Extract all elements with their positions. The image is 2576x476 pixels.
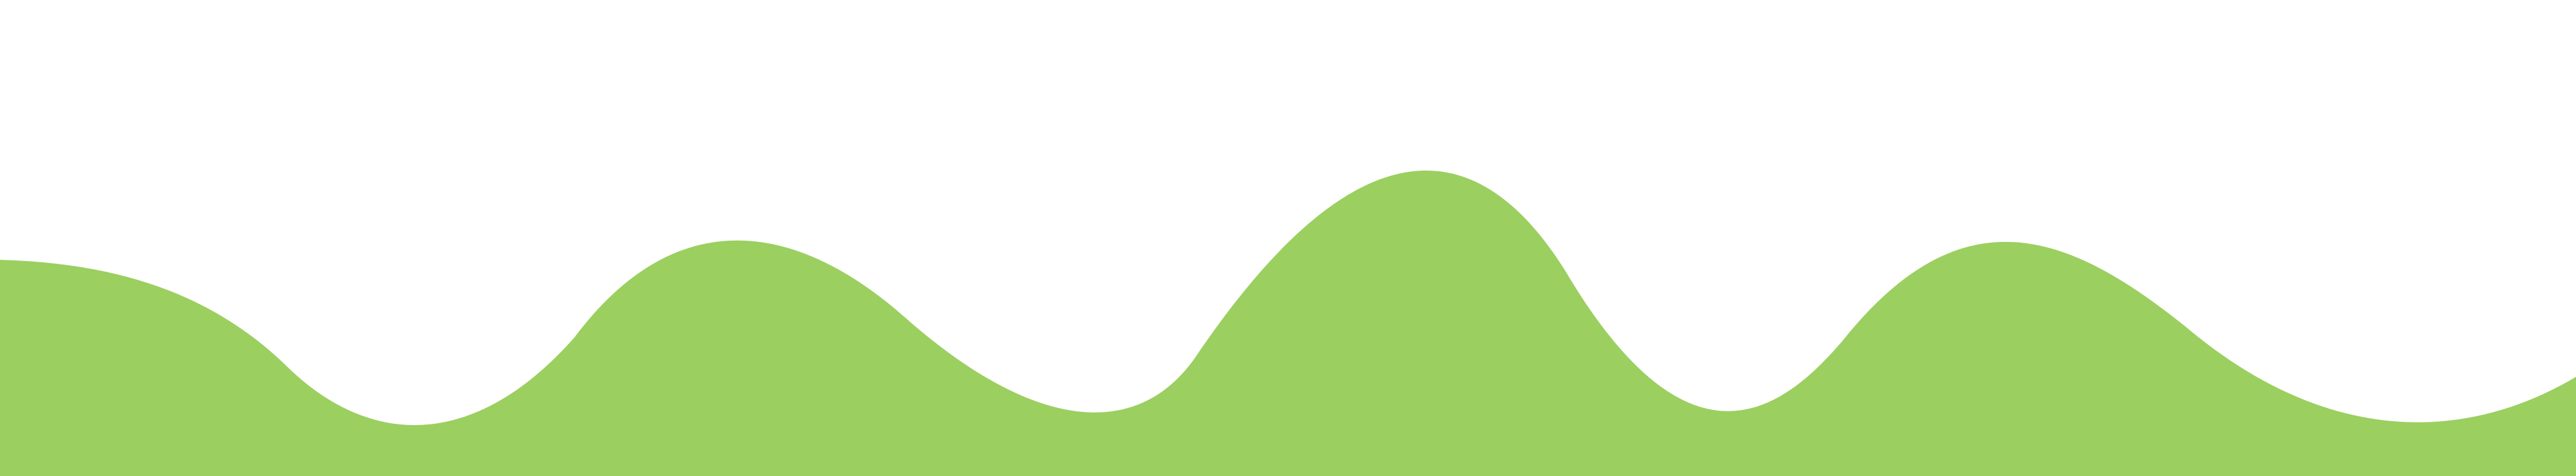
green-wave-shape bbox=[0, 171, 2576, 476]
